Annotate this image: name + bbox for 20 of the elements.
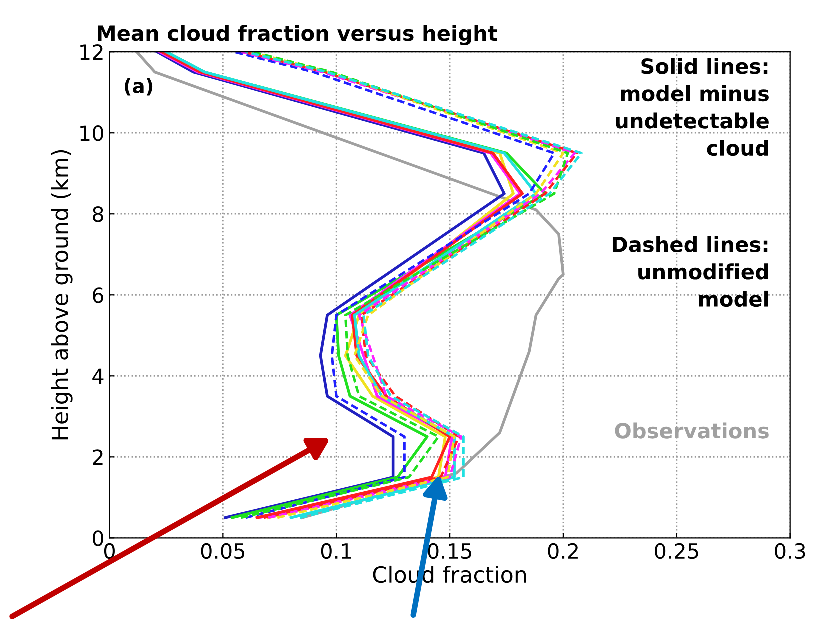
x-tick-label: 0.05 — [201, 543, 245, 560]
chart-title: Mean cloud fraction versus height — [98, 25, 498, 46]
annotation: Dashed lines: unmodified model — [612, 236, 768, 308]
x-tick-label: 0.25 — [655, 543, 698, 560]
annotation: Solid lines: model minus undetectable cloud — [616, 58, 769, 156]
annotation: (a) — [125, 78, 153, 96]
x-tick-label: 0.15 — [428, 543, 472, 560]
y-tick-label: 12 — [80, 44, 103, 60]
y-tick-label: 10 — [80, 126, 104, 142]
y-tick-label: 4 — [92, 368, 104, 384]
y-tick-label: 2 — [93, 450, 103, 466]
x-tick-label: 0.3 — [775, 543, 806, 560]
y-axis-title: Height above ground (km) — [51, 150, 73, 440]
y-tick-label: 6 — [93, 288, 104, 304]
x-tick-label: 0.2 — [548, 543, 578, 560]
x-tick-label: 0 — [104, 543, 115, 560]
annotation: Observations — [615, 422, 769, 439]
y-tick-label: 0 — [92, 530, 104, 546]
x-tick-label: 0.1 — [321, 543, 352, 560]
y-tick-label: 8 — [93, 206, 104, 222]
